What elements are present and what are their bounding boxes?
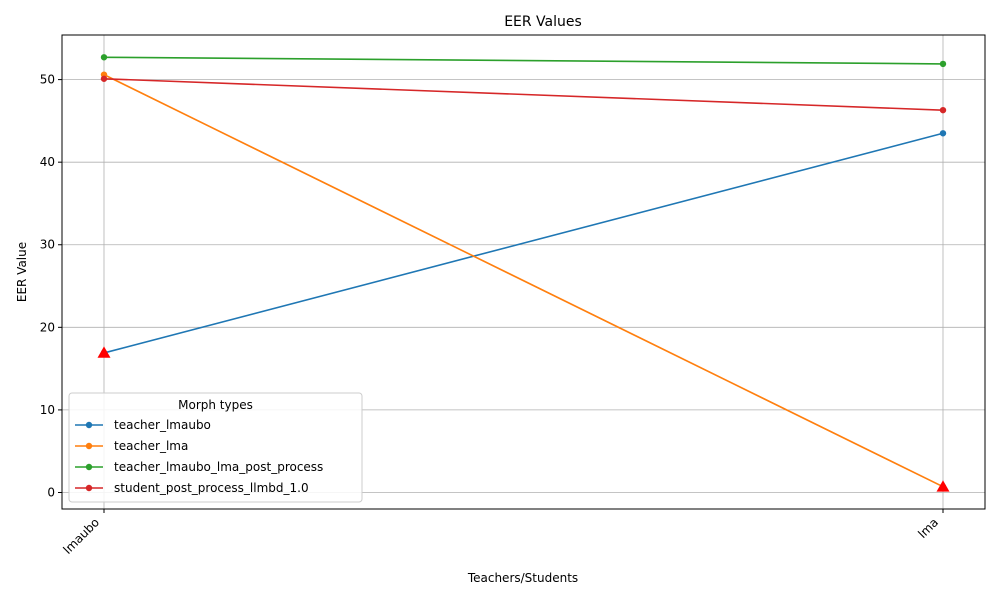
legend-title: Morph types — [178, 398, 253, 412]
series-student_post_process_llmbd_1.0 — [100, 75, 947, 114]
legend-entry: student_post_process_llmbd_1.0 — [75, 481, 309, 495]
chart-title: EER Values — [504, 14, 582, 30]
x-axis-ticks: lmaubo lma — [60, 509, 944, 557]
legend-entry: teacher_lma — [75, 439, 188, 453]
x-tick-label: lma — [915, 515, 941, 541]
legend-label: teacher_lma — [114, 439, 188, 453]
data-point — [100, 54, 108, 61]
data-point — [100, 75, 108, 82]
min-marker-triangle — [97, 346, 111, 358]
data-point — [939, 106, 947, 114]
series-teacher_lmaubo — [100, 130, 947, 357]
legend-marker — [85, 421, 93, 429]
data-point — [939, 130, 947, 137]
series-line — [103, 56, 944, 65]
y-axis-ticks: 0 10 20 30 40 50 — [40, 73, 62, 499]
legend: Morph types teacher_lmaubo teacher_lmateac… — [68, 392, 363, 503]
plot-frame — [61, 34, 986, 510]
min-markers-layer — [97, 346, 950, 492]
legend-box — [68, 392, 363, 503]
x-tick-label: lmaubo — [60, 515, 102, 557]
legend-marker — [85, 442, 93, 450]
y-tick-label: 30 — [40, 238, 55, 252]
y-tick-label: 0 — [47, 485, 55, 499]
legend-label: teacher_lmaubo_lma_post_process — [114, 460, 323, 474]
series-layer — [100, 54, 947, 490]
y-tick-label: 40 — [40, 155, 55, 169]
series-teacher_lmaubo_lma_post_process — [100, 54, 947, 68]
y-tick-label: 20 — [40, 320, 55, 334]
min-marker-triangle — [936, 480, 950, 492]
legend-entry: teacher_lmaubo_lma_post_process — [75, 460, 323, 474]
series-line — [103, 73, 944, 488]
series-line — [103, 132, 944, 354]
legend-entry: teacher_lmaubo — [75, 418, 211, 432]
y-tick-label: 50 — [40, 73, 55, 87]
series-line — [103, 77, 944, 111]
legend-label: teacher_lmaubo — [114, 418, 211, 432]
y-tick-label: 10 — [40, 403, 55, 417]
legend-marker — [85, 463, 93, 471]
x-axis-label: Teachers/Students — [467, 571, 578, 585]
legend-label: student_post_process_llmbd_1.0 — [114, 481, 309, 495]
y-axis-label: EER Value — [15, 242, 29, 302]
data-point — [939, 60, 947, 68]
legend-marker — [85, 484, 93, 492]
